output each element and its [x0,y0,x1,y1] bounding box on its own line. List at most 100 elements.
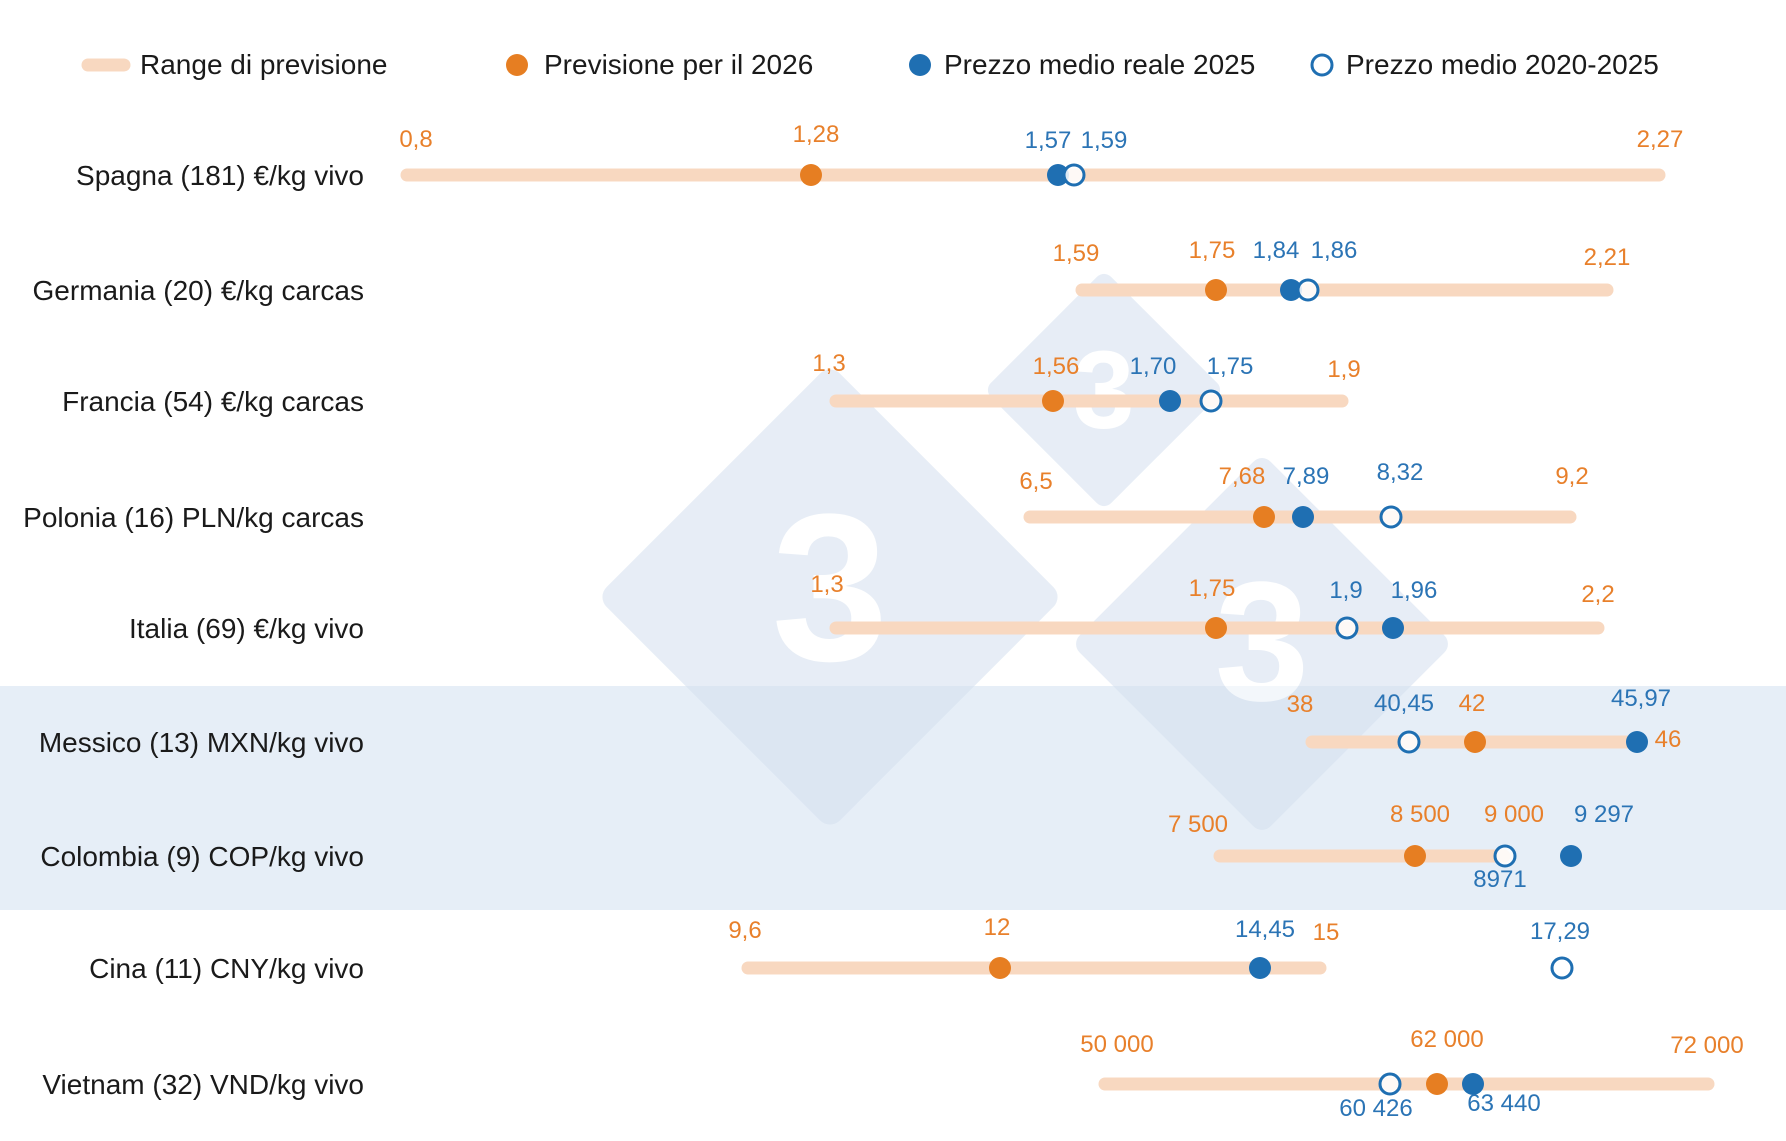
forecast-dot [800,164,822,186]
value-label-min: 6,5 [1019,468,1052,495]
row-4: Italia (69) €/kg vivo 1,3 2,2 1,75 1,96 1,9 [129,571,1615,644]
value-label-avg: 8971 [1473,866,1526,893]
row-label: Vietnam (32) VND/kg vivo [42,1069,364,1100]
svg-text:3: 3 [772,470,889,705]
value-label-min: 1,59 [1053,240,1100,267]
actual-dot [1626,731,1648,753]
value-label-actual: 1,96 [1391,577,1438,604]
value-label-min: 1,3 [812,350,845,377]
legend-forecast-dot [506,54,528,76]
row-7: Cina (11) CNY/kg vivo 9,6 15 12 14,45 17,29 [89,914,1590,984]
forecast-dot [1042,390,1064,412]
value-label-forecast: 8 500 [1390,801,1450,828]
value-label-forecast: 1,75 [1189,237,1236,264]
value-label-avg: 1,59 [1081,127,1128,154]
value-label-actual: 14,45 [1235,916,1295,943]
value-label-actual: 9 297 [1574,801,1634,828]
value-label-actual: 7,89 [1283,463,1330,490]
value-label-actual: 45,97 [1611,685,1671,712]
row-label: Spagna (181) €/kg vivo [76,160,364,191]
legend-avg-ring [1310,53,1334,77]
value-label-forecast: 1,75 [1189,575,1236,602]
svg-text:3: 3 [1073,329,1134,452]
row-1: Germania (20) €/kg carcas 1,59 2,21 1,75 1,8… [33,237,1631,306]
value-label-forecast: 62 000 [1410,1026,1483,1053]
legend-item-range: Range di previsione [81,49,388,80]
value-label-avg: 1,86 [1311,237,1358,264]
value-label-forecast: 1,28 [793,121,840,148]
row-5: Messico (13) MXN/kg vivo 38 46 42 45,97 40,45 [39,685,1682,758]
avg-ring [1335,616,1359,640]
legend-item-forecast: Previsione per il 2026 [506,49,813,80]
value-label-min: 7 500 [1168,811,1228,838]
value-label-max: 2,21 [1584,244,1631,271]
forecast-dot [989,957,1011,979]
avg-ring [1378,1072,1402,1096]
actual-dot [1047,164,1069,186]
forecast-dot [1464,731,1486,753]
value-label-max: 9,2 [1555,463,1588,490]
value-label-avg: 1,9 [1329,577,1362,604]
row-label: Italia (69) €/kg vivo [129,613,364,644]
value-label-max: 1,9 [1327,356,1360,383]
value-label-max: 2,2 [1581,581,1614,608]
row-label: Francia (54) €/kg carcas [62,386,364,417]
row-6: Colombia (9) COP/kg vivo 7 500 9 000 8 500 9… [40,801,1634,893]
forecast-dot [1205,617,1227,639]
legend: Range di previsione Previsione per il 202… [81,49,1659,80]
legend-label: Prezzo medio reale 2025 [944,49,1255,80]
svg-text:3: 3 [1215,547,1310,737]
forecast-dot [1426,1073,1448,1095]
value-label-actual: 1,70 [1130,353,1177,380]
value-label-avg: 8,32 [1377,459,1424,486]
row-8: Vietnam (32) VND/kg vivo 50 000 72 000 62 0… [42,1026,1743,1122]
actual-dot [1382,617,1404,639]
actual-dot [1292,506,1314,528]
value-label-min: 50 000 [1080,1031,1153,1058]
value-label-actual: 63 440 [1467,1090,1540,1117]
avg-ring [1062,163,1086,187]
legend-item-actual: Prezzo medio reale 2025 [909,49,1255,80]
row-label: Colombia (9) COP/kg vivo [40,841,364,872]
actual-dot [1249,957,1271,979]
row-0: Spagna (181) €/kg vivo 0,8 2,27 1,28 1,57 1,5… [76,121,1683,191]
chart-rows: Spagna (181) €/kg vivo 0,8 2,27 1,28 1,57 1,5… [23,121,1744,1122]
value-label-forecast: 42 [1459,690,1486,717]
avg-ring [1379,505,1403,529]
value-label-max: 2,27 [1637,126,1684,153]
actual-dot [1280,279,1302,301]
forecast-dot [1404,845,1426,867]
avg-ring [1493,844,1517,868]
value-label-actual: 1,57 [1025,127,1072,154]
row-2: Francia (54) €/kg carcas 1,3 1,9 1,56 1,70 1,… [62,350,1361,417]
value-label-min: 38 [1287,691,1314,718]
value-label-min: 1,3 [810,571,843,598]
value-label-avg: 40,45 [1374,690,1434,717]
value-label-forecast: 1,56 [1033,353,1080,380]
value-label-max: 72 000 [1670,1032,1743,1059]
forecast-dot [1205,279,1227,301]
avg-ring [1199,389,1223,413]
value-label-max: 9 000 [1484,801,1544,828]
actual-dot [1560,845,1582,867]
value-label-min: 9,6 [728,917,761,944]
row-label: Polonia (16) PLN/kg carcas [23,502,364,533]
legend-label: Range di previsione [140,49,388,80]
legend-label: Prezzo medio 2020-2025 [1346,49,1659,80]
row-label: Messico (13) MXN/kg vivo [39,727,364,758]
value-label-max: 46 [1655,726,1682,753]
legend-label: Previsione per il 2026 [544,49,813,80]
value-label-avg: 1,75 [1207,353,1254,380]
row-label: Germania (20) €/kg carcas [33,275,364,306]
legend-item-avg: Prezzo medio 2020-2025 [1310,49,1659,80]
value-label-forecast: 7,68 [1219,463,1266,490]
value-label-avg: 17,29 [1530,918,1590,945]
actual-dot [1462,1073,1484,1095]
row-label: Cina (11) CNY/kg vivo [89,953,364,984]
value-label-min: 0,8 [399,126,432,153]
value-label-actual: 1,84 [1253,237,1300,264]
actual-dot [1159,390,1181,412]
value-label-max: 15 [1313,919,1340,946]
avg-ring [1550,956,1574,980]
